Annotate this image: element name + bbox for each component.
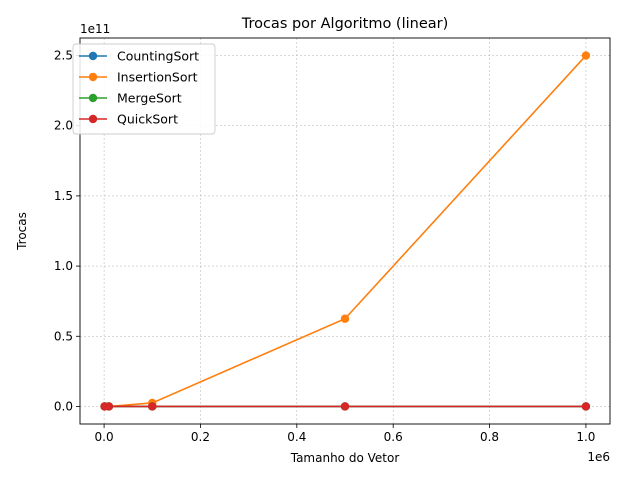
y-tick-label: 1.5 [54, 189, 73, 203]
y-tick-label: 0.0 [54, 399, 73, 413]
ticks: 0.0 0.2 0.4 0.6 0.8 1.0 0.0 0.5 1.0 1.5 2.0 2.5 [54, 49, 596, 444]
data-point-quicksort [581, 402, 591, 411]
data-point-quicksort [340, 402, 350, 411]
x-offset-label: 1e6 [587, 450, 610, 464]
legend-marker-mergesort [88, 93, 98, 103]
x-tick-label: 0.4 [287, 430, 306, 444]
legend-label-quicksort: QuickSort [117, 112, 178, 127]
data-point-insertionsort [340, 314, 350, 323]
legend-marker-insertionsort [88, 72, 98, 82]
plot-frame [79, 37, 611, 425]
legend-box [72, 43, 216, 135]
y-offset-label: 1e11 [80, 22, 110, 36]
data-point-quicksort [104, 402, 114, 411]
chart-title: Trocas por Algoritmo (linear) [241, 16, 449, 32]
series-layer [100, 51, 591, 411]
legend-label-insertionsort: InsertionSort [117, 70, 198, 85]
legend-label-mergesort: MergeSort [117, 91, 182, 106]
x-tick-label: 0.2 [191, 430, 210, 444]
data-point-quicksort [148, 402, 157, 411]
y-tick-label: 1.0 [54, 259, 73, 273]
x-tick-label: 1.0 [576, 430, 595, 444]
x-tick-label: 0.8 [480, 430, 499, 444]
legend-marker-countingsort [88, 51, 98, 61]
legend: CountingSort InsertionSort MergeSort QuickS… [72, 43, 216, 135]
legend-label-countingsort: CountingSort [117, 49, 199, 64]
data-point-insertionsort [581, 51, 591, 60]
y-tick-label: 0.5 [54, 329, 73, 343]
x-tick-label: 0.0 [95, 430, 114, 444]
y-axis-label: Trocas [15, 212, 29, 251]
x-tick-label: 0.6 [384, 430, 403, 444]
y-tick-label: 2.5 [54, 49, 73, 63]
x-axis-label: Tamanho do Vetor [290, 451, 400, 465]
legend-marker-quicksort [88, 114, 98, 124]
y-tick-label: 2.0 [54, 119, 73, 133]
